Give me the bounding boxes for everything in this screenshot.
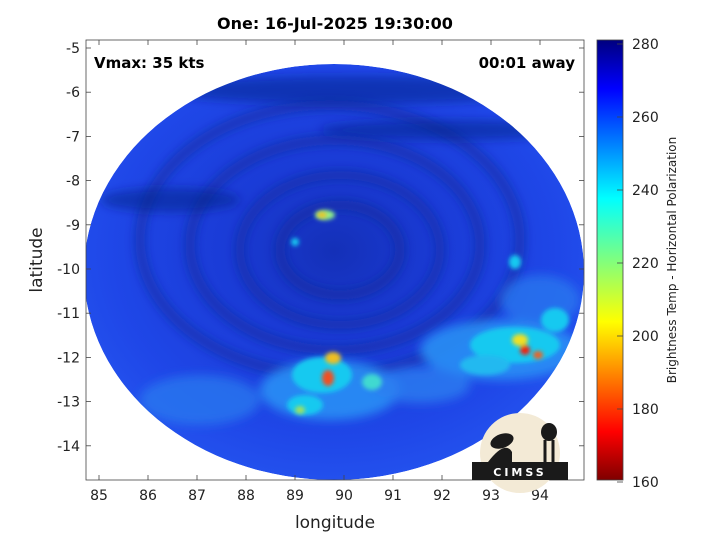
x-tick-label: 86 <box>139 488 157 504</box>
y-tick-label: -9 <box>66 218 80 234</box>
y-tick-label: -12 <box>57 350 80 366</box>
y-tick-label: -8 <box>66 174 80 190</box>
y-axis: -5 -6 -7 -8 -9 -10 -11 -12 -13 -14 <box>57 41 584 455</box>
colorbar-tick-label: 240 <box>632 183 659 199</box>
colorbar-tick-label: 200 <box>632 329 659 345</box>
plot-area <box>86 40 584 480</box>
x-tick-label: 89 <box>286 488 304 504</box>
x-tick-label: 94 <box>531 488 549 504</box>
x-tick-label: 93 <box>482 488 500 504</box>
colorbar-gradient <box>596 39 624 481</box>
x-tick-label: 91 <box>384 488 402 504</box>
colorbar-tick-label: 160 <box>632 475 659 491</box>
x-tick-label: 87 <box>188 488 206 504</box>
x-tick-label: 88 <box>237 488 255 504</box>
y-tick-label: -13 <box>57 395 80 411</box>
chart-title: One: 16-Jul-2025 19:30:00 <box>217 14 453 33</box>
vmax-annotation: Vmax: 35 kts <box>94 54 204 72</box>
y-tick-label: -6 <box>66 85 80 101</box>
colorbar-tick-label: 180 <box>632 402 659 418</box>
colorbar-label: Brightness Temp - Horizontal Polarizatio… <box>665 137 679 384</box>
x-axis-label: longitude <box>295 513 375 533</box>
cimss-logo: CIMSS <box>472 413 568 493</box>
plot-frame <box>85 39 585 481</box>
x-tick-label: 92 <box>433 488 451 504</box>
y-axis-label: latitude <box>27 227 47 292</box>
time-away-annotation: 00:01 away <box>479 54 576 72</box>
y-tick-label: -10 <box>57 262 80 278</box>
x-axis: 85 86 87 88 89 90 91 92 93 94 <box>90 40 549 504</box>
x-tick-label: 85 <box>90 488 108 504</box>
colorbar-tick-label: 280 <box>632 37 659 53</box>
colorbar-tick-label: 260 <box>632 110 659 126</box>
y-tick-label: -14 <box>57 439 80 455</box>
y-tick-label: -7 <box>66 129 80 145</box>
y-tick-label: -5 <box>66 41 80 57</box>
logo-text: CIMSS <box>493 466 546 479</box>
colorbar-tick-label: 220 <box>632 256 659 272</box>
x-tick-label: 90 <box>335 488 353 504</box>
colorbar: 280 260 240 220 200 180 160 Brightness Temp - … <box>596 37 679 491</box>
y-tick-label: -11 <box>57 306 80 322</box>
